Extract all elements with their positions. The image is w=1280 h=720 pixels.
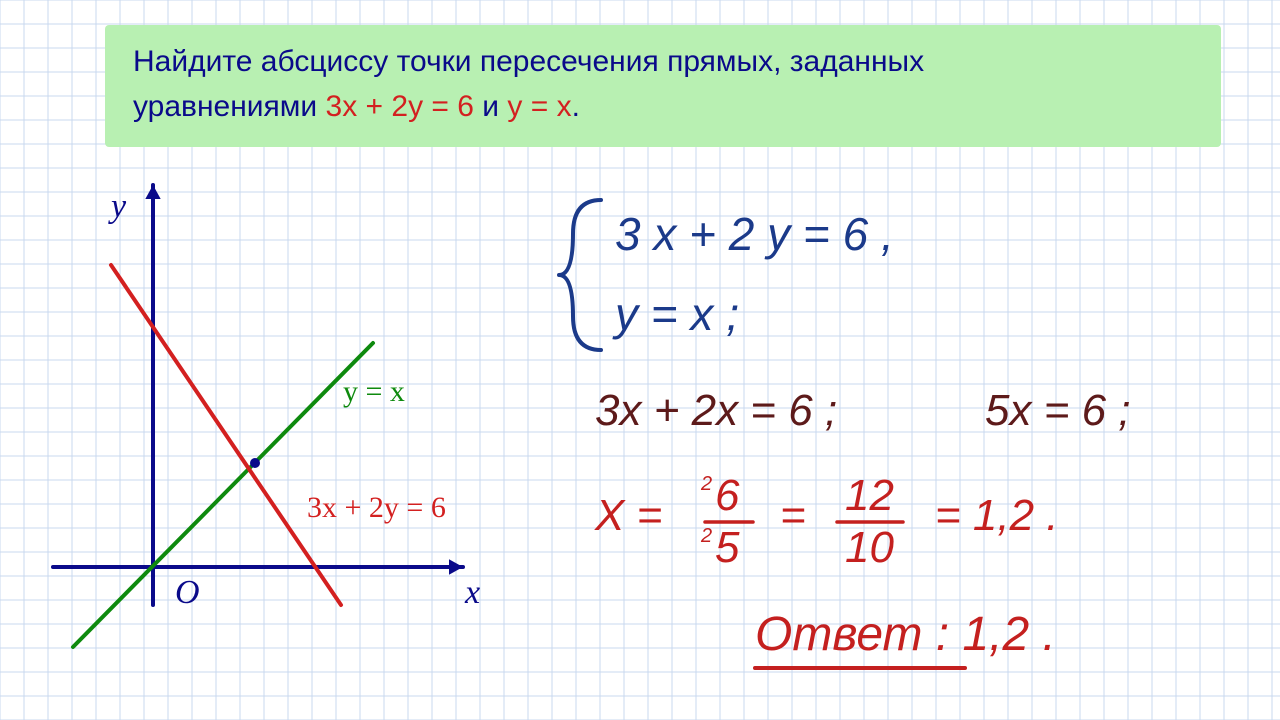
problem-text-line2-prefix: уравнениями (133, 90, 326, 123)
svg-text:5x = 6 ;: 5x = 6 ; (985, 386, 1131, 435)
svg-text:12: 12 (845, 471, 894, 520)
svg-text:10: 10 (845, 523, 894, 572)
svg-text:X =: X = (594, 491, 662, 540)
svg-text:O: O (175, 574, 200, 611)
svg-text:=: = (780, 491, 806, 540)
svg-text:= 1,2 .: = 1,2 . (935, 491, 1059, 540)
svg-text:3x + 2x = 6 ;: 3x + 2x = 6 ; (595, 386, 837, 435)
svg-text:y: y (108, 188, 127, 225)
solution-workarea: 3 x + 2 y = 6 , y = x ; 3x + 2x = 6 ; 5x = … (555, 190, 1255, 690)
problem-suffix: . (572, 90, 580, 123)
problem-eq1: 3x + 2y = 6 (326, 90, 474, 123)
graph-svg: y x Oy = x 3x + 2y = 6 (45, 175, 485, 655)
problem-text-line1: Найдите абсциссу точки пересечения прямы… (133, 45, 924, 78)
svg-text:6: 6 (715, 471, 740, 520)
svg-text:3x + 2y = 6: 3x + 2y = 6 (307, 491, 446, 524)
coordinate-graph: y x Oy = x 3x + 2y = 6 (45, 175, 485, 655)
svg-text:y = x ;: y = x ; (612, 288, 739, 340)
svg-text:5: 5 (715, 523, 740, 572)
svg-text:Ответ : 1,2 .: Ответ : 1,2 . (755, 608, 1056, 661)
svg-text:2: 2 (700, 473, 712, 495)
problem-statement-box: Найдите абсциссу точки пересечения прямы… (105, 25, 1221, 147)
page-root: Найдите абсциссу точки пересечения прямы… (0, 0, 1280, 720)
problem-mid: и (474, 90, 507, 123)
problem-eq2: y = x (507, 90, 571, 123)
svg-text:x: x (464, 574, 480, 611)
work-svg: 3 x + 2 y = 6 , y = x ; 3x + 2x = 6 ; 5x = … (555, 190, 1255, 690)
svg-text:3 x + 2 y = 6 ,: 3 x + 2 y = 6 , (615, 208, 894, 260)
svg-text:2: 2 (700, 525, 712, 547)
svg-text:y = x: y = x (343, 375, 405, 408)
